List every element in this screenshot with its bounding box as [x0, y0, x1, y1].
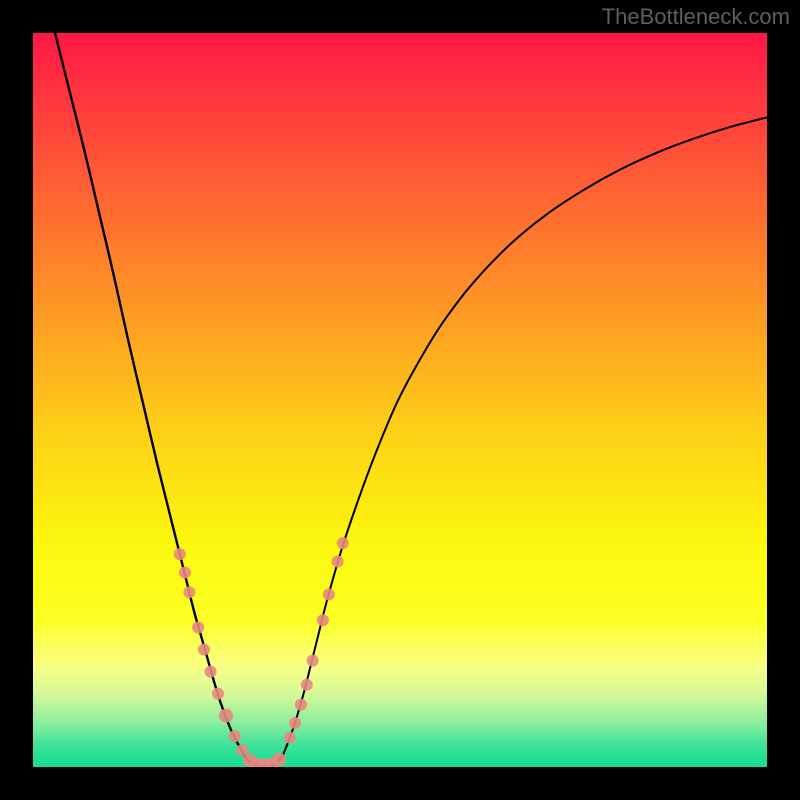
- data-marker: [301, 679, 313, 691]
- data-marker: [337, 537, 349, 549]
- data-marker: [192, 622, 204, 634]
- data-marker: [179, 566, 191, 578]
- data-marker: [295, 699, 307, 711]
- data-marker: [198, 644, 210, 656]
- data-marker: [323, 589, 335, 601]
- data-marker: [307, 655, 319, 667]
- data-marker: [272, 753, 286, 767]
- chart-svg: [0, 0, 800, 800]
- data-marker: [219, 709, 233, 723]
- data-marker: [205, 666, 217, 678]
- data-marker: [229, 730, 241, 742]
- watermark-text: TheBottleneck.com: [602, 4, 790, 30]
- data-marker: [289, 717, 301, 729]
- data-marker: [317, 614, 329, 626]
- data-marker: [174, 548, 186, 560]
- data-marker: [212, 688, 224, 700]
- data-marker: [183, 586, 195, 598]
- chart-root: TheBottleneck.com: [0, 0, 800, 800]
- data-marker: [332, 555, 344, 567]
- data-marker: [284, 732, 296, 744]
